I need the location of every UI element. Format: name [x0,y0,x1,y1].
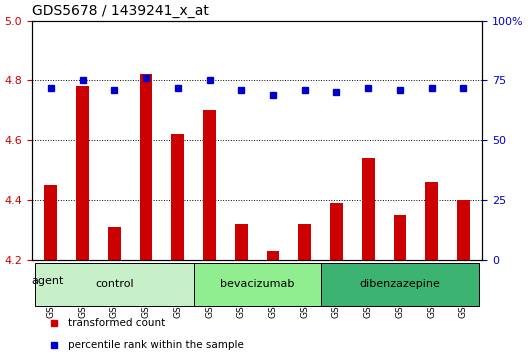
FancyBboxPatch shape [320,263,479,306]
Text: control: control [95,279,134,289]
Text: GDS5678 / 1439241_x_at: GDS5678 / 1439241_x_at [32,4,209,18]
Bar [426,182,438,260]
Bar [76,86,89,260]
Bar [44,185,57,260]
Text: dibenzazepine: dibenzazepine [360,279,440,289]
Bar [267,251,279,260]
Text: percentile rank within the sample: percentile rank within the sample [68,339,244,349]
Text: bevacizumab: bevacizumab [220,279,294,289]
Bar [457,200,470,260]
Bar [393,215,407,260]
Bar [203,110,216,260]
Bar [362,158,374,260]
Bar [298,224,311,260]
FancyBboxPatch shape [194,263,320,306]
Text: agent: agent [32,276,64,286]
FancyBboxPatch shape [35,263,194,306]
Bar [140,74,153,260]
Bar [235,224,248,260]
Text: transformed count: transformed count [68,319,165,329]
Bar [108,227,120,260]
Bar [172,135,184,260]
Bar [330,203,343,260]
